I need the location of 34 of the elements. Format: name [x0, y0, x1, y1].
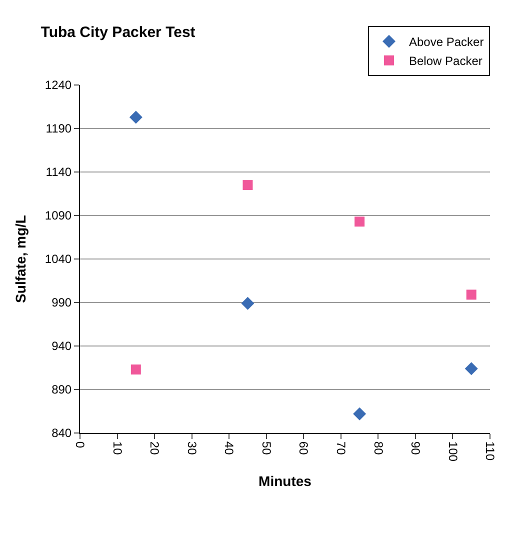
point: [464, 362, 478, 376]
legend-label: Above Packer: [409, 35, 484, 50]
x-tick-label: 50: [259, 441, 274, 456]
point: [242, 180, 253, 190]
x-tick-label: 110: [483, 441, 498, 461]
x-tick-label: 80: [371, 441, 386, 456]
point: [241, 296, 254, 310]
y-tick-label: 940: [52, 339, 72, 354]
point: [130, 364, 141, 374]
x-tick-label: 20: [148, 441, 162, 456]
y-tick-label: 840: [52, 426, 72, 440]
y-tick-label: 890: [52, 382, 72, 397]
y-tick-label: 990: [52, 296, 72, 310]
x-tick-label: 40: [222, 441, 236, 456]
y-tick-label: 1090: [44, 208, 72, 223]
x-axis-title: Minutes: [258, 473, 312, 490]
point: [353, 407, 366, 420]
x-tick-label: 100: [446, 441, 460, 462]
x-tick-label: 70: [334, 441, 348, 456]
point: [129, 110, 142, 124]
point: [354, 216, 365, 227]
x-tick-label: 0: [73, 441, 88, 448]
y-tick-label: 1190: [46, 122, 72, 136]
y-axis-title: Sulfate, mg/L: [12, 214, 28, 303]
chart-title: Tuba City Packer Test: [40, 24, 196, 42]
y-tick-label: 1140: [46, 165, 72, 180]
y-tick-label: 1240: [44, 78, 72, 92]
x-tick-label: 60: [296, 441, 311, 456]
point: [466, 290, 476, 300]
x-tick-label: 90: [408, 441, 423, 456]
x-tick-label: 30: [184, 441, 199, 456]
legend-label: Below Packer: [409, 54, 482, 68]
x-tick-label: 10: [110, 441, 124, 456]
y-tick-label: 1040: [44, 252, 72, 266]
